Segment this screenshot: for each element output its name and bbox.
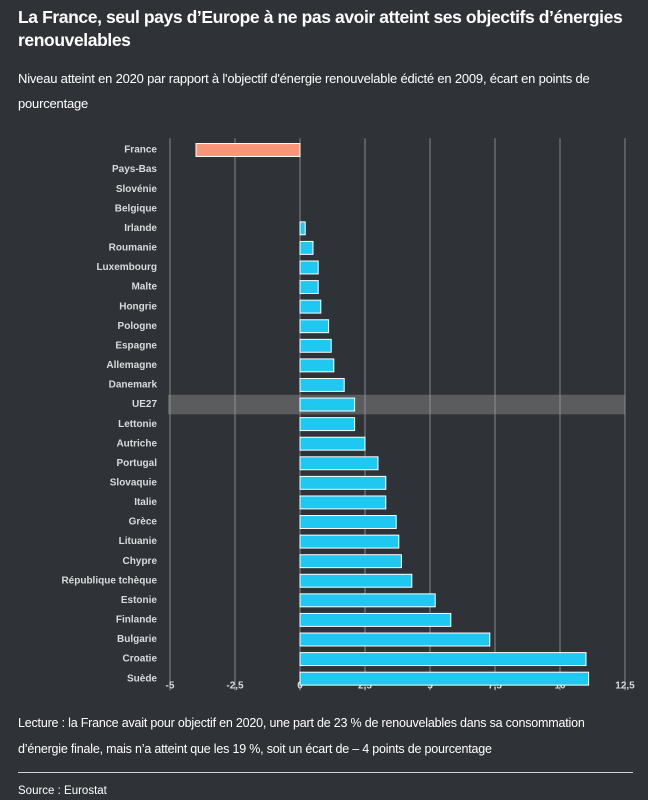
bar bbox=[299, 612, 452, 627]
y-tick-label: Lettonie bbox=[118, 419, 157, 430]
bar bbox=[299, 221, 306, 236]
y-tick-label: Autriche bbox=[116, 438, 157, 449]
y-tick-label: Slovénie bbox=[116, 184, 158, 195]
y-tick-label: Espagne bbox=[115, 340, 157, 351]
y-tick-label: Chypre bbox=[123, 556, 158, 567]
divider bbox=[18, 772, 633, 773]
y-tick-label: Grèce bbox=[129, 517, 158, 528]
bar bbox=[299, 475, 387, 490]
bar bbox=[299, 240, 314, 255]
y-tick-label: Italie bbox=[134, 497, 157, 508]
bar bbox=[299, 338, 332, 353]
source: Source : Eurostat bbox=[18, 785, 107, 797]
y-tick-label: Bulgarie bbox=[117, 634, 157, 645]
bar bbox=[299, 554, 402, 569]
y-tick-label: France bbox=[124, 145, 157, 156]
y-tick-label: Pays-Bas bbox=[112, 164, 157, 175]
chart: -5 -2,5 0 2,5 5 7,5 10 12,5 France Pays-Bas Slovén… bbox=[61, 138, 635, 692]
y-tick-label: Estonie bbox=[121, 595, 158, 606]
x-tick-label: 0 bbox=[297, 681, 303, 692]
bar bbox=[299, 377, 345, 392]
y-tick-label: Allemagne bbox=[106, 360, 157, 371]
y-tick-label: Lituanie bbox=[119, 536, 158, 547]
bar bbox=[299, 358, 335, 373]
bar bbox=[299, 319, 330, 334]
bar bbox=[299, 671, 590, 686]
bar bbox=[299, 593, 436, 608]
y-tick-label: Croatie bbox=[123, 654, 158, 665]
x-tick-label: -5 bbox=[166, 681, 175, 692]
y-tick-label: Pologne bbox=[118, 321, 158, 332]
bar bbox=[299, 397, 356, 412]
y-tick-label: Hongrie bbox=[119, 301, 157, 312]
y-tick-label: Belgique bbox=[115, 203, 158, 214]
x-tick-label: 5 bbox=[427, 681, 433, 692]
bar bbox=[299, 436, 366, 451]
y-tick-label: Irlande bbox=[124, 223, 157, 234]
bar bbox=[299, 417, 356, 432]
y-tick-label: Danemark bbox=[109, 380, 158, 391]
chart-subtitle: Niveau atteint en 2020 par rapport à l'o… bbox=[18, 71, 590, 111]
y-tick-label: République tchèque bbox=[61, 575, 157, 586]
bar bbox=[299, 515, 397, 529]
y-tick-label: Luxembourg bbox=[96, 262, 157, 273]
chart-title: La France, seul pays d’Europe à ne pas a… bbox=[18, 7, 623, 50]
bar bbox=[299, 280, 319, 295]
note: Lecture : la France avait pour objectif … bbox=[18, 716, 585, 756]
bar bbox=[299, 299, 322, 314]
bar bbox=[299, 632, 491, 647]
bar bbox=[299, 534, 400, 549]
highlight-band bbox=[168, 394, 625, 415]
y-tick-label: UE27 bbox=[132, 399, 157, 410]
y-tick-label: Portugal bbox=[116, 458, 157, 469]
x-tick-label: 10 bbox=[554, 681, 566, 692]
y-tick-label: Suède bbox=[127, 673, 157, 684]
y-tick-label: Slovaquie bbox=[110, 478, 158, 489]
bar bbox=[299, 495, 387, 510]
x-tick-label: 7,5 bbox=[488, 681, 502, 692]
x-tick-label: 12,5 bbox=[615, 681, 635, 692]
bar bbox=[299, 456, 379, 471]
x-tick-label: -2,5 bbox=[226, 681, 244, 692]
bar bbox=[195, 143, 301, 157]
bar bbox=[299, 652, 587, 667]
y-tick-label: Roumanie bbox=[109, 243, 158, 254]
bar bbox=[299, 573, 413, 588]
bar bbox=[299, 260, 319, 275]
y-tick-label: Finlande bbox=[116, 615, 158, 626]
y-tick-label: Malte bbox=[131, 282, 157, 293]
x-tick-label: 2,5 bbox=[358, 681, 372, 692]
